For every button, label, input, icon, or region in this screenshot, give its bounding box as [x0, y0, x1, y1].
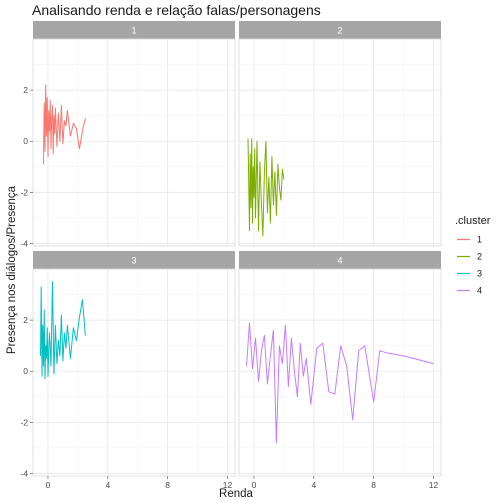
series-line-cluster-3: [40, 281, 86, 380]
y-tick-label: 0: [23, 136, 28, 146]
facet-strip-label: 4: [337, 256, 342, 266]
panel-background: [32, 268, 236, 477]
legend-label: 1: [477, 235, 482, 245]
legend-label: 4: [477, 286, 482, 296]
facet-panel-4: 4: [238, 251, 442, 477]
series-line-cluster-1: [43, 84, 86, 165]
x-tick-label: 12: [429, 480, 439, 490]
facet-strip-label: 1: [131, 26, 136, 36]
facet-strip: [239, 21, 441, 39]
x-axis-title: Renda: [219, 488, 253, 500]
y-tick-label: -2: [20, 417, 28, 427]
facet-panel-2: 2: [238, 21, 442, 247]
legend-entry-2: 2: [455, 248, 482, 265]
x-tick-label: 8: [371, 480, 376, 490]
x-tick-label: 0: [46, 480, 51, 490]
chart-title: Analisando renda e relação falas/persona…: [32, 2, 321, 18]
x-tick-label: 8: [165, 480, 170, 490]
panel-background: [238, 268, 442, 477]
facet-panels: 1 2 3 4: [32, 21, 442, 477]
panel-background: [238, 38, 442, 247]
legend-entry-4: 4: [455, 282, 482, 299]
legend-label: 3: [477, 269, 482, 279]
x-tick-label: 12: [223, 480, 233, 490]
y-tick-label: -4: [20, 238, 28, 248]
legend-entry-1: 1: [455, 231, 482, 248]
axis-ticks: -4 -2 0 2 -4 -2 0 2 0 4 8 12 0 4 8 12: [20, 85, 438, 490]
facet-panel-3: 3: [32, 251, 236, 477]
legend-entries: 1 2 3 4: [455, 231, 482, 299]
legend-label: 2: [477, 252, 482, 262]
legend: .cluster 1 2 3 4: [455, 215, 491, 299]
y-axis-title: Presença nos diálogos/Presença: [6, 185, 18, 354]
y-tick-label: 2: [23, 315, 28, 325]
facet-strip: [33, 251, 235, 269]
facet-strip-label: 2: [337, 26, 342, 36]
x-tick-label: 4: [311, 480, 316, 490]
facet-strip-label: 3: [131, 256, 136, 266]
y-tick-label: 0: [23, 366, 28, 376]
legend-title: .cluster: [455, 215, 491, 227]
series-line-cluster-2: [247, 138, 285, 237]
facet-panel-1: 1: [32, 21, 236, 247]
series-line-cluster-4: [246, 322, 434, 444]
facet-strip: [33, 21, 235, 39]
panel-background: [32, 38, 236, 247]
y-tick-label: -2: [20, 187, 28, 197]
y-tick-label: 2: [23, 85, 28, 95]
y-tick-label: -4: [20, 468, 28, 478]
x-tick-label: 0: [252, 480, 257, 490]
facet-strip: [239, 251, 441, 269]
x-tick-label: 4: [105, 480, 110, 490]
legend-entry-3: 3: [455, 265, 482, 282]
